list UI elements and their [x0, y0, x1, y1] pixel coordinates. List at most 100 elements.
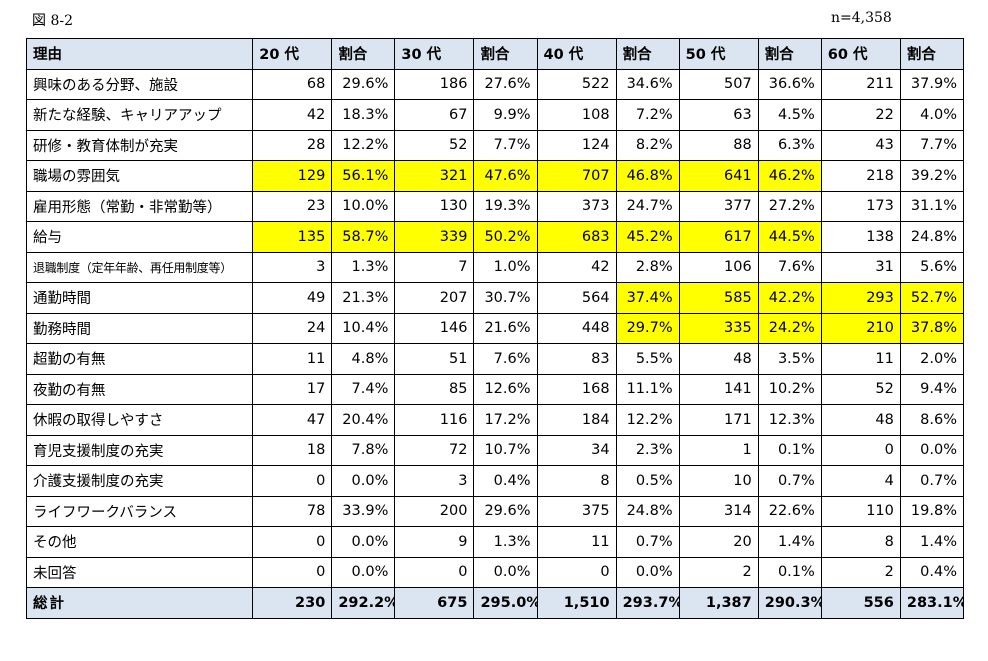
count-cell: 522: [536, 68, 617, 100]
reason-cell: 育児支援制度の充実: [25, 434, 254, 466]
reasons-by-age-table: 理由 20 代 割合 30 代 割合 40 代 割合 50 代 割合 60 代 …: [25, 38, 965, 619]
ratio-cell: 29.6%: [473, 495, 538, 527]
table-row: その他 0 0.0% 9 1.3% 11 0.7% 20 1.4% 8 1.4%: [25, 526, 965, 558]
ratio-cell: 4.8%: [331, 343, 396, 375]
reason-cell: 通勤時間: [25, 282, 254, 314]
count-cell: 617: [678, 221, 759, 253]
count-cell: 67: [394, 99, 475, 131]
ratio-cell: 22.6%: [757, 495, 822, 527]
total-cell: 292.2%: [331, 587, 396, 619]
count-cell: 0: [536, 556, 617, 588]
ratio-cell: 1.0%: [473, 251, 538, 283]
total-label: 総計: [25, 587, 254, 619]
count-cell: 373: [536, 190, 617, 222]
table-row: 新たな経験、キャリアアップ 42 18.3% 67 9.9% 108 7.2% 63 4.5% 2…: [25, 99, 965, 131]
ratio-cell: 4.0%: [899, 99, 965, 131]
ratio-cell: 7.8%: [331, 434, 396, 466]
ratio-cell: 46.8%: [615, 160, 680, 192]
ratio-cell: 2.3%: [615, 434, 680, 466]
reason-cell: 未回答: [25, 556, 254, 588]
count-cell: 43: [820, 129, 901, 161]
count-cell: 9: [394, 526, 475, 558]
ratio-cell: 39.2%: [899, 160, 965, 192]
ratio-cell: 12.6%: [473, 373, 538, 405]
ratio-cell: 0.0%: [331, 556, 396, 588]
count-cell: 4: [820, 465, 901, 497]
header-50s: 50 代: [678, 38, 759, 70]
count-cell: 52: [394, 129, 475, 161]
count-cell: 207: [394, 282, 475, 314]
ratio-cell: 17.2%: [473, 404, 538, 436]
ratio-cell: 2.8%: [615, 251, 680, 283]
header-reason: 理由: [25, 38, 254, 70]
count-cell: 8: [820, 526, 901, 558]
ratio-cell: 1.3%: [473, 526, 538, 558]
reason-cell: 夜勤の有無: [25, 373, 254, 405]
count-cell: 2: [678, 556, 759, 588]
count-cell: 141: [678, 373, 759, 405]
count-cell: 72: [394, 434, 475, 466]
total-cell: 1,510: [536, 587, 617, 619]
count-cell: 186: [394, 68, 475, 100]
ratio-cell: 0.0%: [615, 556, 680, 588]
ratio-cell: 7.7%: [899, 129, 965, 161]
table-row: 介護支援制度の充実 0 0.0% 3 0.4% 8 0.5% 10 0.7% 4 0.7%: [25, 465, 965, 497]
header-40s: 40 代: [536, 38, 617, 70]
count-cell: 11: [820, 343, 901, 375]
total-row: 総計 230 292.2% 675 295.0% 1,510 293.7% 1,…: [25, 587, 965, 619]
count-cell: 707: [536, 160, 617, 192]
count-cell: 110: [820, 495, 901, 527]
count-cell: 51: [394, 343, 475, 375]
count-cell: 2: [820, 556, 901, 588]
reason-cell: 超勤の有無: [25, 343, 254, 375]
ratio-cell: 27.6%: [473, 68, 538, 100]
count-cell: 28: [252, 129, 333, 161]
count-cell: 0: [820, 434, 901, 466]
ratio-cell: 1.3%: [331, 251, 396, 283]
ratio-cell: 21.3%: [331, 282, 396, 314]
ratio-cell: 29.7%: [615, 312, 680, 344]
reason-cell: 職場の雰囲気: [25, 160, 254, 192]
total-cell: 675: [394, 587, 475, 619]
total-cell: 556: [820, 587, 901, 619]
ratio-cell: 5.6%: [899, 251, 965, 283]
count-cell: 129: [252, 160, 333, 192]
ratio-cell: 24.8%: [899, 221, 965, 253]
reason-cell: 雇用形態（常勤・非常勤等）: [25, 190, 254, 222]
ratio-cell: 1.4%: [757, 526, 822, 558]
table-row: 育児支援制度の充実 18 7.8% 72 10.7% 34 2.3% 1 0.1% 0 0.0%: [25, 434, 965, 466]
count-cell: 218: [820, 160, 901, 192]
ratio-cell: 44.5%: [757, 221, 822, 253]
count-cell: 20: [678, 526, 759, 558]
ratio-cell: 7.7%: [473, 129, 538, 161]
count-cell: 78: [252, 495, 333, 527]
reason-cell: その他: [25, 526, 254, 558]
count-cell: 683: [536, 221, 617, 253]
reason-cell: 勤務時間: [25, 312, 254, 344]
ratio-cell: 0.1%: [757, 434, 822, 466]
ratio-cell: 58.7%: [331, 221, 396, 253]
count-cell: 17: [252, 373, 333, 405]
ratio-cell: 50.2%: [473, 221, 538, 253]
ratio-cell: 7.6%: [757, 251, 822, 283]
header-ratio: 割合: [473, 38, 538, 70]
reason-cell: 介護支援制度の充実: [25, 465, 254, 497]
ratio-cell: 10.2%: [757, 373, 822, 405]
ratio-cell: 0.7%: [615, 526, 680, 558]
ratio-cell: 8.6%: [899, 404, 965, 436]
ratio-cell: 24.8%: [615, 495, 680, 527]
ratio-cell: 46.2%: [757, 160, 822, 192]
ratio-cell: 37.8%: [899, 312, 965, 344]
ratio-cell: 8.2%: [615, 129, 680, 161]
figure-label: 図 8-2: [32, 13, 73, 29]
count-cell: 23: [252, 190, 333, 222]
total-cell: 230: [252, 587, 333, 619]
count-cell: 138: [820, 221, 901, 253]
ratio-cell: 0.0%: [473, 556, 538, 588]
reason-cell: 給与: [25, 221, 254, 253]
count-cell: 7: [394, 251, 475, 283]
count-cell: 108: [536, 99, 617, 131]
ratio-cell: 56.1%: [331, 160, 396, 192]
ratio-cell: 0.7%: [899, 465, 965, 497]
ratio-cell: 52.7%: [899, 282, 965, 314]
